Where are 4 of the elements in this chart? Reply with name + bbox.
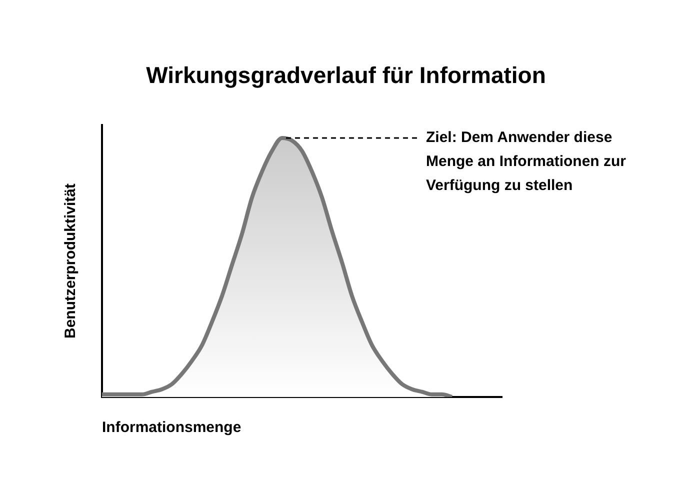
annotation: Ziel: Dem Anwender diese Menge an Informationen zur Verfügung zu stellen [426,129,626,194]
chart-title: Wirkungsgradverlauf für Information [145,62,547,89]
y-axis-title: Benutzerproduktivität [62,183,80,339]
x-axis-title: Informationsmenge [102,419,242,436]
